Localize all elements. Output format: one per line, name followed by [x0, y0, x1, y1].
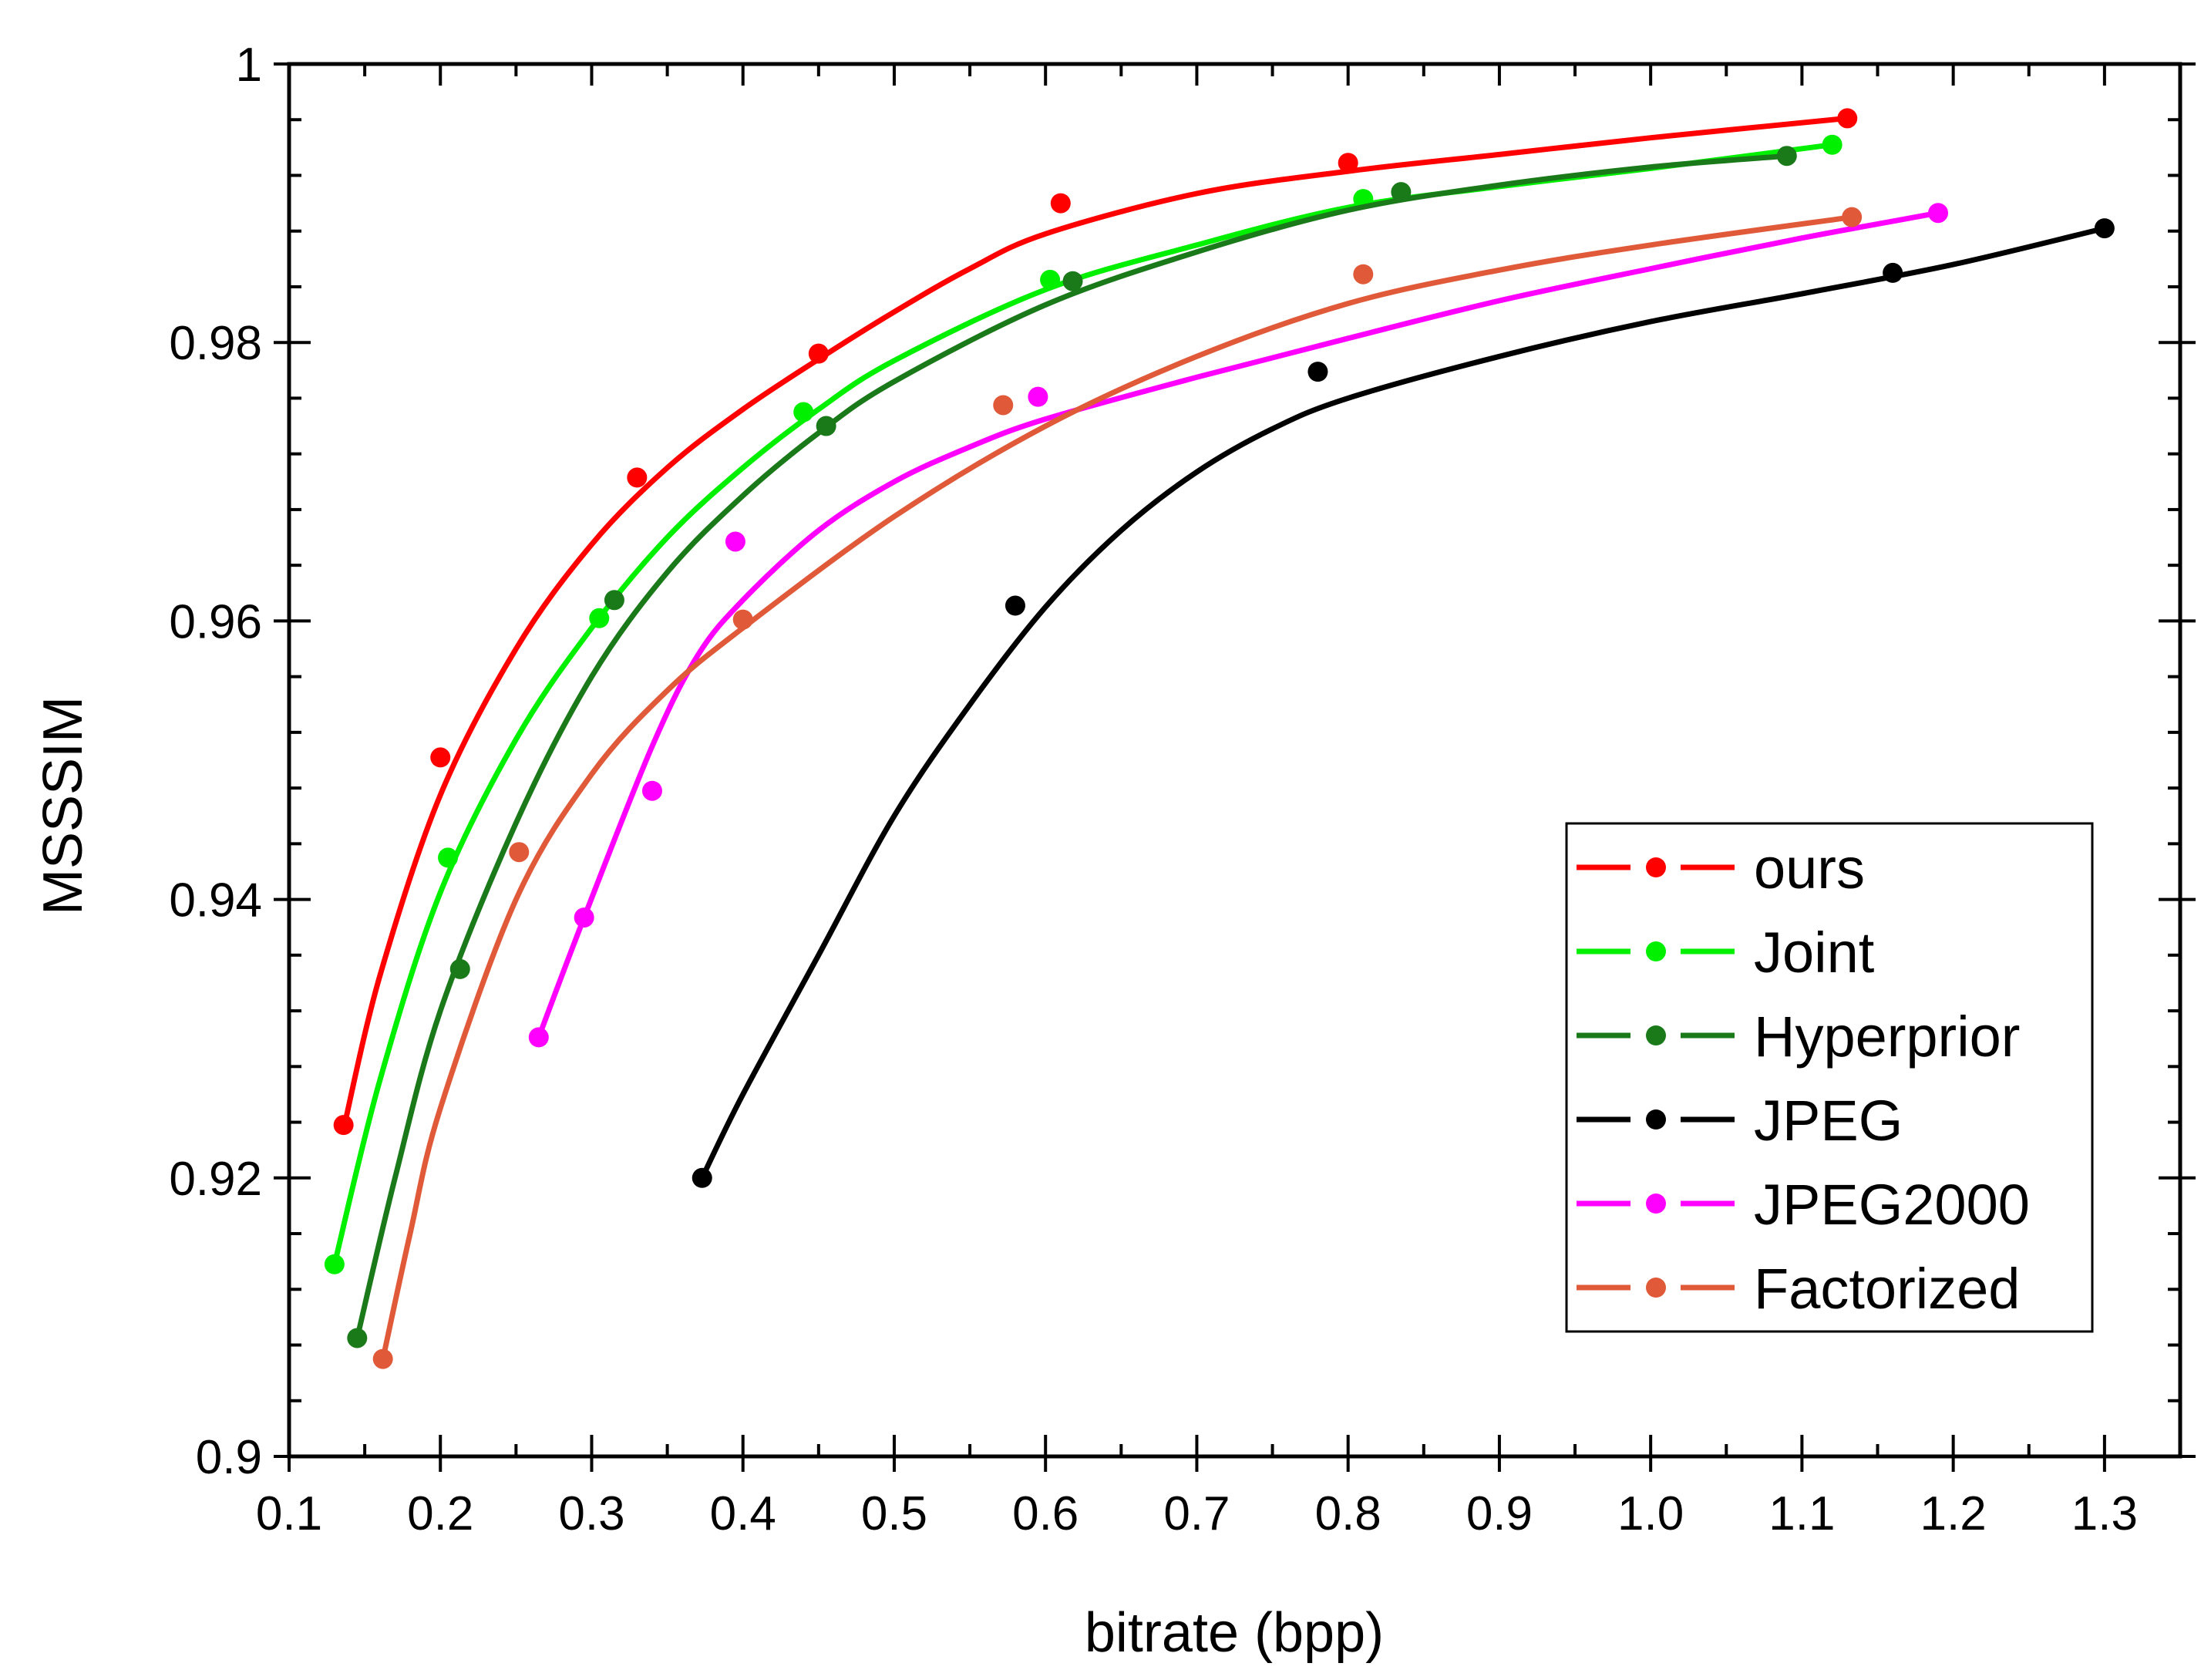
- data-point-hyperprior: [1062, 271, 1083, 291]
- y-tick-label: 0.9: [196, 1431, 262, 1484]
- x-tick-label: 0.2: [407, 1487, 473, 1540]
- legend-item-hyperprior: Hyperprior: [1577, 1005, 2020, 1069]
- data-point-joint: [1822, 134, 1842, 155]
- data-point-ours: [333, 1115, 354, 1136]
- data-point-hyperprior: [347, 1328, 368, 1348]
- data-point-jpeg2000: [528, 1027, 549, 1048]
- data-point-jpeg: [2094, 218, 2115, 239]
- series-ours: [333, 108, 1858, 1136]
- legend-marker: [1646, 1025, 1666, 1045]
- data-point-hyperprior: [816, 416, 836, 436]
- data-point-ours: [1338, 153, 1358, 173]
- legend-items: ours Joint Hyperprior JPEG JPEG2000 Factorize…: [1577, 837, 2030, 1321]
- legend-box: [1565, 822, 2094, 1333]
- legend: ours Joint Hyperprior JPEG JPEG2000 Factorize…: [1565, 822, 2094, 1333]
- legend-label: JPEG2000: [1754, 1173, 2030, 1237]
- x-tick-label: 0.5: [861, 1487, 927, 1540]
- series-layer: [324, 108, 2115, 1369]
- data-point-joint: [438, 847, 459, 868]
- ticks-layer: 0.1 0.2 0.3 0.4 0.5 0.6 0.7 0.8 0.9 1.0 1.1 1.2 1.3 0…: [169, 39, 2196, 1540]
- y-tick-label: 0.96: [169, 595, 262, 648]
- series-line-ours: [341, 115, 1850, 1133]
- data-point-jpeg2000: [641, 780, 662, 801]
- legend-item-joint: Joint: [1577, 921, 1875, 985]
- data-point-factorized: [1353, 264, 1374, 284]
- legend-marker: [1646, 1109, 1666, 1130]
- series-line-factorized: [380, 214, 1855, 1362]
- data-point-factorized: [1842, 207, 1863, 227]
- y-tick-label: 1: [236, 39, 262, 92]
- series-line-jpeg: [699, 225, 2108, 1181]
- y-tick-label: 0.94: [169, 874, 262, 928]
- x-tick-label: 0.6: [1012, 1487, 1079, 1540]
- series-line-jpeg2000: [536, 210, 1941, 1040]
- x-tick-label: 0.9: [1466, 1487, 1533, 1540]
- legend-label: Joint: [1754, 921, 1875, 985]
- legend-label: JPEG: [1754, 1089, 1903, 1153]
- data-point-ours: [627, 467, 648, 488]
- series-factorized: [372, 207, 1863, 1369]
- data-point-joint: [793, 402, 814, 423]
- data-point-hyperprior: [604, 590, 624, 611]
- data-point-factorized: [372, 1348, 393, 1369]
- x-tick-label: 0.7: [1163, 1487, 1230, 1540]
- data-point-jpeg2000: [1028, 386, 1048, 407]
- legend-marker: [1646, 941, 1666, 961]
- series-jpeg: [692, 218, 2115, 1188]
- x-tick-label: 1.2: [1920, 1487, 1987, 1540]
- data-point-joint: [589, 608, 610, 628]
- data-point-factorized: [993, 395, 1014, 416]
- legend-label: Hyperprior: [1754, 1005, 2020, 1069]
- data-point-factorized: [732, 609, 753, 630]
- legend-item-factorized: Factorized: [1577, 1257, 2020, 1321]
- data-point-jpeg2000: [725, 531, 745, 552]
- legend-marker: [1646, 1194, 1666, 1214]
- x-tick-label: 0.8: [1315, 1487, 1381, 1540]
- y-axis-title: MSSSIM: [32, 696, 94, 915]
- legend-item-jpeg: JPEG: [1577, 1089, 1903, 1153]
- data-point-factorized: [509, 842, 530, 863]
- series-jpeg2000: [528, 203, 1949, 1048]
- x-tick-label: 0.1: [256, 1487, 322, 1540]
- data-point-hyperprior: [449, 958, 470, 979]
- legend-item-ours: ours: [1577, 837, 1865, 901]
- plot-frame: [287, 62, 2182, 1459]
- series-line-hyperprior: [354, 153, 1790, 1341]
- series-hyperprior: [347, 146, 1797, 1348]
- data-point-joint: [1040, 269, 1061, 290]
- data-point-ours: [430, 747, 451, 768]
- data-point-jpeg: [1883, 262, 1903, 283]
- data-point-jpeg: [1005, 595, 1025, 616]
- data-point-hyperprior: [1776, 146, 1797, 167]
- data-point-hyperprior: [1391, 182, 1412, 203]
- legend-label: ours: [1754, 837, 1865, 901]
- data-point-joint: [324, 1254, 345, 1274]
- x-tick-label: 0.4: [710, 1487, 776, 1540]
- data-point-ours: [1837, 108, 1858, 129]
- x-tick-label: 1.3: [2071, 1487, 2138, 1540]
- data-point-jpeg: [692, 1167, 712, 1188]
- legend-marker: [1646, 857, 1666, 877]
- x-tick-label: 1.1: [1768, 1487, 1835, 1540]
- data-point-ours: [808, 343, 829, 364]
- data-point-ours: [1050, 193, 1071, 214]
- y-tick-label: 0.98: [169, 317, 262, 370]
- legend-label: Factorized: [1754, 1257, 2020, 1321]
- legend-item-jpeg2000: JPEG2000: [1577, 1173, 2030, 1237]
- data-point-jpeg2000: [574, 907, 594, 928]
- x-axis-title: bitrate (bpp): [1085, 1602, 1384, 1664]
- data-point-jpeg: [1307, 362, 1328, 382]
- y-tick-label: 0.92: [169, 1153, 262, 1206]
- x-tick-label: 0.3: [558, 1487, 624, 1540]
- data-point-jpeg2000: [1928, 203, 1949, 224]
- legend-marker: [1646, 1278, 1666, 1298]
- x-tick-label: 1.0: [1617, 1487, 1684, 1540]
